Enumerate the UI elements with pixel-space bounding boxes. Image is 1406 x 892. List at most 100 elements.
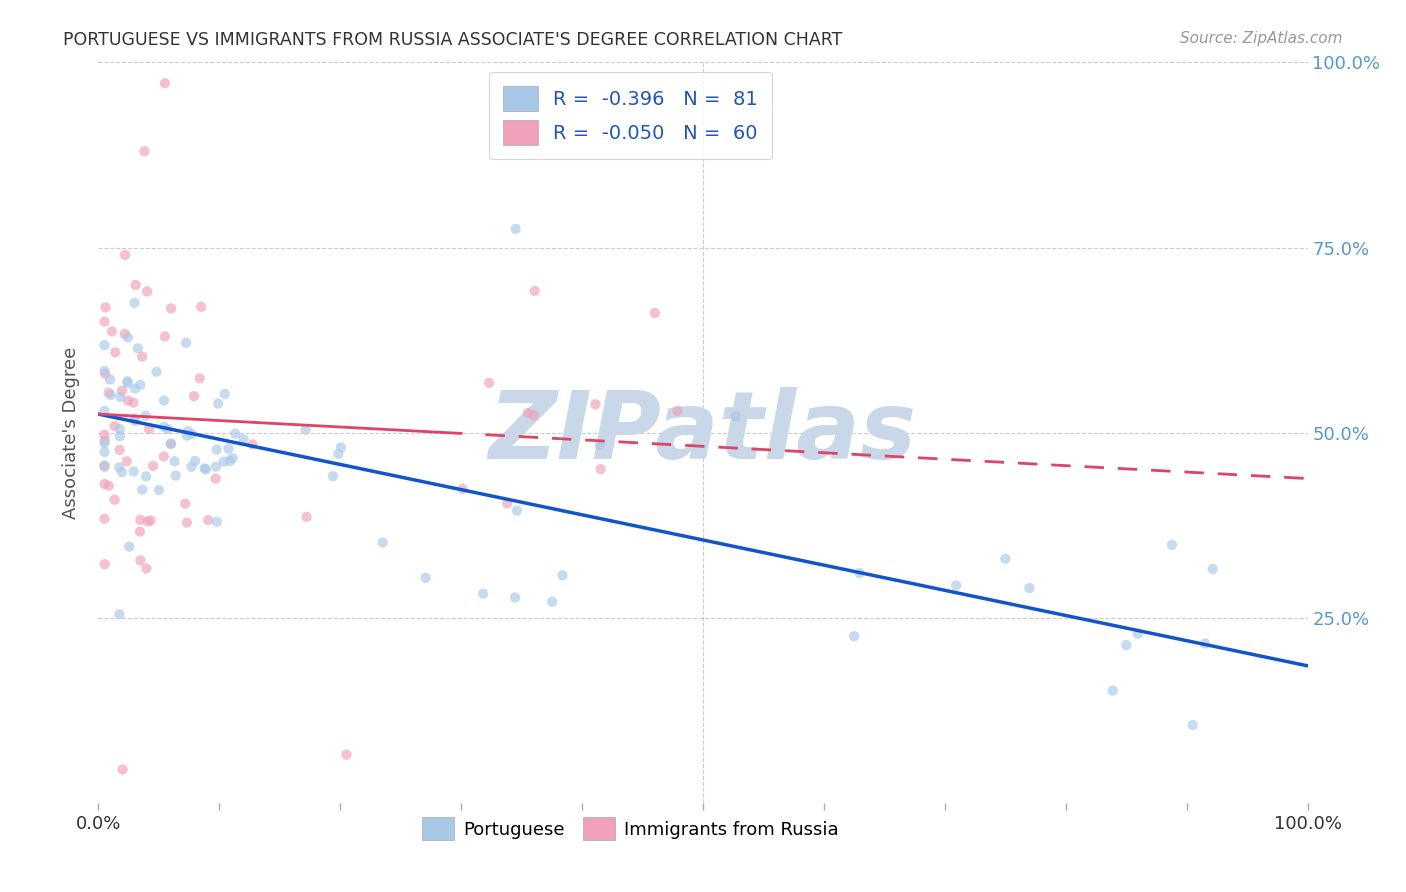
Point (188, 371, 211, 385)
Point (328, 447, 350, 461)
Legend: Portuguese, Immigrants from Russia: Portuguese, Immigrants from Russia (413, 808, 848, 849)
Point (644, 306, 666, 320)
Point (114, 248, 136, 262)
Point (108, 607, 131, 622)
Point (93, 558, 115, 572)
Point (994, 551, 1017, 566)
Point (177, 424, 200, 438)
Point (1126, 627, 1149, 641)
Point (541, 595, 564, 609)
Point (108, 460, 131, 475)
Point (93, 459, 115, 474)
Point (193, 461, 215, 475)
Point (159, 436, 181, 450)
Point (214, 387, 236, 401)
Point (135, 469, 157, 483)
Point (174, 335, 197, 350)
Point (131, 350, 153, 364)
Point (163, 454, 186, 468)
Point (322, 469, 344, 483)
Point (1202, 562, 1225, 576)
Point (124, 296, 146, 310)
Point (516, 406, 538, 420)
Point (93, 427, 115, 442)
Point (294, 423, 316, 437)
Point (218, 454, 240, 468)
Point (371, 535, 394, 549)
Point (93, 403, 115, 417)
Point (1194, 636, 1216, 650)
Point (93, 477, 115, 491)
Point (108, 422, 131, 436)
Point (142, 458, 165, 473)
Text: ZIPatlas: ZIPatlas (489, 386, 917, 479)
Point (152, 450, 174, 464)
Point (134, 145, 156, 159)
Point (335, 747, 357, 762)
Point (1101, 683, 1123, 698)
Point (205, 515, 228, 529)
Point (136, 515, 159, 529)
Point (472, 587, 495, 601)
Point (97, 479, 120, 493)
Point (117, 376, 139, 390)
Point (145, 365, 167, 379)
Point (117, 374, 139, 388)
Point (153, 419, 176, 434)
Point (184, 454, 207, 468)
Point (224, 426, 246, 441)
Point (589, 438, 612, 452)
Point (217, 442, 239, 456)
Point (93, 315, 115, 329)
Point (93, 434, 115, 448)
Point (1115, 638, 1137, 652)
Text: PORTUGUESE VS IMMIGRANTS FROM RUSSIA ASSOCIATE'S DEGREE CORRELATION CHART: PORTUGUESE VS IMMIGRANTS FROM RUSSIA ASS… (63, 31, 842, 49)
Point (117, 330, 139, 344)
Point (124, 411, 146, 425)
Point (174, 497, 197, 511)
Point (153, 76, 176, 90)
Point (93, 338, 115, 352)
Point (945, 578, 967, 592)
Point (97, 385, 120, 400)
Point (153, 393, 176, 408)
Point (844, 629, 866, 643)
Point (122, 464, 145, 478)
Point (93, 512, 115, 526)
Point (295, 509, 318, 524)
Point (503, 591, 526, 605)
Point (551, 568, 574, 582)
Point (111, 465, 134, 479)
Point (129, 524, 152, 539)
Point (98, 373, 121, 387)
Point (589, 462, 612, 476)
Point (496, 496, 519, 510)
Point (160, 437, 183, 451)
Point (93, 445, 115, 459)
Point (205, 459, 228, 474)
Point (160, 301, 183, 316)
Point (242, 437, 264, 451)
Point (94, 367, 117, 381)
Point (104, 419, 127, 434)
Point (724, 409, 747, 424)
Point (114, 326, 136, 341)
Point (111, 384, 134, 398)
Point (115, 454, 138, 468)
Point (94, 301, 117, 315)
Point (117, 393, 139, 408)
Point (207, 396, 229, 410)
Point (124, 382, 146, 396)
Point (221, 451, 243, 466)
Point (183, 389, 205, 403)
Point (330, 441, 353, 455)
Point (156, 422, 179, 436)
Point (1181, 718, 1204, 732)
Point (93, 458, 115, 473)
Point (93, 364, 115, 378)
Point (505, 222, 527, 236)
Point (148, 483, 170, 497)
Point (848, 566, 870, 581)
Point (122, 395, 145, 409)
Point (131, 483, 153, 497)
